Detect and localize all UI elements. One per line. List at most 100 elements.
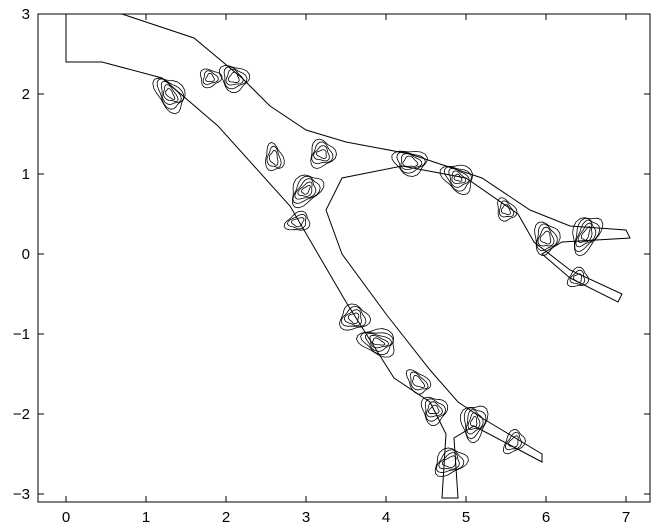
y-tick-label: −3 bbox=[13, 486, 30, 503]
contour-line bbox=[396, 151, 426, 174]
domain-outline bbox=[65, 13, 631, 499]
contour-line bbox=[451, 170, 467, 185]
contour-line bbox=[575, 219, 597, 248]
x-tick-label: 4 bbox=[382, 509, 390, 526]
contour-line bbox=[165, 88, 176, 101]
contour-line bbox=[572, 273, 582, 283]
contour-line bbox=[265, 142, 285, 172]
contour-line bbox=[162, 84, 179, 103]
contour-line bbox=[580, 226, 591, 241]
contour-line bbox=[313, 145, 330, 162]
contour-line bbox=[400, 153, 423, 171]
contour-line bbox=[300, 184, 311, 195]
contour-line bbox=[292, 174, 325, 209]
contour-line bbox=[467, 412, 481, 430]
y-tick-label: 2 bbox=[22, 86, 30, 103]
contour-line bbox=[344, 309, 362, 327]
y-tick-label: 0 bbox=[22, 246, 30, 263]
contour-line bbox=[268, 149, 279, 166]
contour-line bbox=[315, 149, 327, 159]
plot-frame bbox=[37, 13, 651, 503]
contour-line bbox=[539, 230, 552, 245]
contour-line bbox=[469, 415, 478, 428]
y-tick-label: −1 bbox=[13, 326, 30, 343]
contour-lines bbox=[152, 65, 604, 478]
contour-line bbox=[463, 407, 487, 440]
contour-line bbox=[438, 452, 460, 470]
x-axis-ticks bbox=[65, 14, 627, 502]
contour-line bbox=[498, 200, 515, 218]
contour-line bbox=[427, 404, 440, 415]
contour-line bbox=[405, 369, 432, 395]
contour-line bbox=[311, 141, 334, 164]
contour-line bbox=[497, 197, 518, 222]
contour-line bbox=[294, 178, 317, 200]
contour-line bbox=[572, 217, 604, 257]
contour-line bbox=[297, 181, 313, 197]
contour-line bbox=[292, 175, 321, 204]
contour-line bbox=[310, 138, 337, 169]
contour-line bbox=[286, 214, 307, 230]
x-tick-label: 0 bbox=[62, 509, 70, 526]
y-axis-tick-labels: 3 2 1 0 −1 −2 −3 bbox=[13, 6, 30, 503]
x-axis-tick-labels: 0 1 2 3 4 5 6 7 bbox=[62, 509, 630, 526]
contour-line bbox=[500, 204, 511, 216]
x-tick-label: 7 bbox=[622, 509, 630, 526]
contour-line bbox=[152, 77, 186, 115]
y-axis-ticks bbox=[38, 13, 650, 495]
contour-line bbox=[202, 70, 219, 85]
contour-line bbox=[424, 398, 447, 422]
y-tick-label: 1 bbox=[22, 166, 30, 183]
contour-line bbox=[434, 447, 469, 478]
contour-line bbox=[443, 166, 472, 192]
contour-line bbox=[453, 173, 463, 182]
contour-line bbox=[459, 405, 489, 443]
contour-line bbox=[360, 332, 394, 356]
contour-line bbox=[339, 303, 372, 331]
contour-line bbox=[391, 150, 428, 177]
contour-line bbox=[199, 68, 223, 89]
contour-line bbox=[503, 429, 526, 455]
contour-line bbox=[574, 217, 601, 252]
x-tick-label: 3 bbox=[302, 509, 310, 526]
contour-line bbox=[439, 164, 473, 196]
contour-line bbox=[466, 409, 484, 435]
y-tick-label: 3 bbox=[22, 6, 30, 23]
domain-boundary bbox=[65, 13, 631, 499]
contour-line bbox=[566, 266, 590, 288]
contour-line bbox=[426, 401, 443, 418]
contour-line bbox=[156, 78, 185, 110]
contour-line bbox=[412, 375, 425, 388]
contour-line bbox=[507, 435, 519, 448]
contour-line bbox=[266, 145, 282, 168]
contour-line bbox=[537, 226, 555, 247]
contour-line bbox=[435, 449, 465, 473]
contour-line bbox=[225, 68, 244, 86]
contour-line bbox=[160, 80, 182, 105]
contour-line bbox=[441, 455, 457, 469]
x-tick-label: 1 bbox=[142, 509, 150, 526]
x-tick-label: 6 bbox=[542, 509, 550, 526]
contour-line bbox=[369, 334, 389, 349]
contour-line bbox=[577, 222, 593, 243]
contour-line bbox=[205, 72, 215, 82]
contour-line bbox=[504, 431, 522, 451]
contour-line bbox=[402, 155, 419, 167]
contour-line bbox=[227, 71, 240, 83]
contour-line bbox=[347, 312, 360, 325]
contour-line bbox=[365, 332, 392, 352]
contour-line bbox=[356, 328, 395, 358]
contour-line bbox=[410, 371, 429, 391]
contour-line bbox=[372, 337, 386, 346]
contour-line bbox=[283, 210, 311, 231]
contour-line bbox=[420, 396, 449, 426]
contour-line bbox=[223, 66, 248, 90]
contour-line bbox=[536, 223, 558, 251]
contour-line bbox=[341, 305, 367, 328]
y-tick-label: −2 bbox=[13, 406, 30, 423]
contour-line bbox=[569, 269, 586, 285]
x-tick-label: 5 bbox=[462, 509, 470, 526]
contour-line bbox=[291, 217, 305, 228]
contour-line bbox=[534, 221, 561, 257]
